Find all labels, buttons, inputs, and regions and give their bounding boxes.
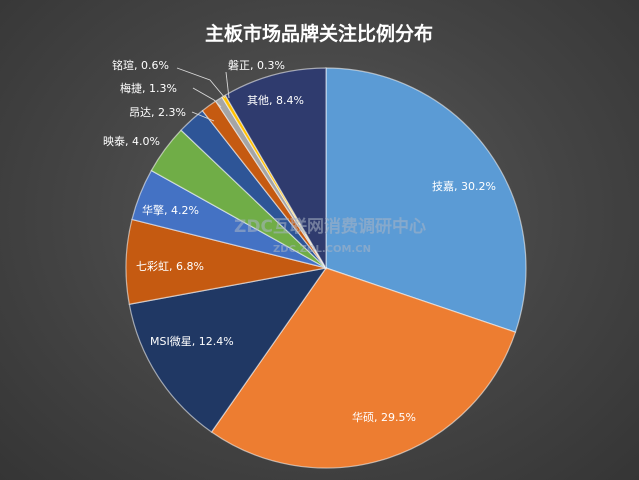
pie-slice-0 [325, 67, 527, 333]
leader-line-9 [225, 71, 230, 99]
data-label-5: 映泰, 4.0% [103, 134, 160, 148]
pie-slice-10 [224, 67, 327, 271]
pie-slice-1 [210, 267, 517, 469]
leader-line-8 [176, 67, 226, 99]
data-label-10: 其他, 8.4% [247, 94, 304, 107]
data-label-0: 技嘉, 30.2% [432, 179, 496, 193]
watermark-url: ZDC.ZOL.COM.CN [273, 244, 371, 255]
leader-line-6 [191, 111, 215, 122]
data-label-9: 磐正, 0.3% [228, 58, 285, 72]
leader-line-7 [192, 87, 222, 108]
pie-slices [125, 67, 527, 469]
data-label-3: 七彩虹, 6.8% [136, 260, 204, 273]
data-label-7: 梅捷, 1.3% [120, 81, 177, 95]
chart-title: 主板市场品牌关注比例分布 [205, 22, 433, 45]
leader-lines [176, 67, 230, 122]
data-label-4: 华擎, 4.2% [142, 203, 199, 217]
pie-slice-2 [128, 267, 328, 433]
data-label-2: MSI微星, 12.4% [150, 334, 234, 348]
watermark-title: ZDC互联网消费调研中心 [234, 216, 426, 237]
data-label-1: 华硕, 29.5% [352, 410, 416, 424]
data-label-8: 铭瑄, 0.6% [112, 58, 169, 72]
data-labels: 技嘉, 30.2% 华硕, 29.5% MSI微星, 12.4% 七彩虹, 6.8% 华… [103, 58, 496, 424]
data-label-6: 昂达, 2.3% [129, 106, 186, 119]
